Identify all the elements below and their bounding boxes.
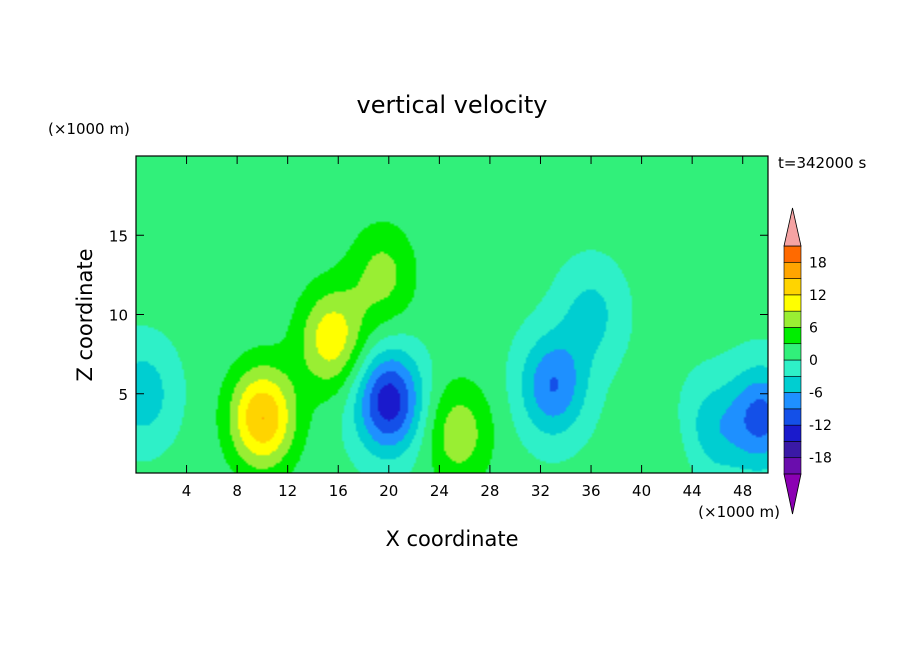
colorbar-tick-label: -6	[809, 386, 823, 402]
colorbar-tick-label: 12	[809, 288, 827, 304]
y-axis-ticks: 5 10 15	[109, 227, 768, 404]
colorbar-over-triangle	[783, 207, 802, 247]
x-tick-label: 4	[182, 482, 192, 500]
colorbar-band	[783, 310, 802, 328]
x-tick-label: 32	[531, 482, 550, 500]
x-tick-label: 8	[232, 482, 242, 500]
colorbar-band	[783, 392, 802, 410]
colorbar-tick-label: 0	[809, 353, 818, 369]
contour-field	[136, 156, 768, 473]
x-unit-label: (×1000 m)	[698, 503, 780, 521]
colorbar-tick-label: -12	[809, 418, 832, 434]
x-tick-label: 48	[733, 482, 752, 500]
x-tick-label: 24	[430, 482, 449, 500]
colorbar-band	[783, 375, 802, 393]
colorbar-tick-label: 6	[809, 320, 818, 336]
y-unit-label: (×1000 m)	[48, 120, 130, 138]
x-tick-label: 12	[278, 482, 297, 500]
x-tick-label: 36	[581, 482, 600, 500]
colorbar-band	[783, 424, 802, 442]
chart-title: vertical velocity	[357, 91, 548, 119]
colorbar-band	[783, 278, 802, 296]
plot-frame	[135, 155, 769, 474]
y-tick-label: 15	[109, 227, 128, 245]
colorbar-band	[783, 408, 802, 426]
x-tick-label: 40	[632, 482, 651, 500]
y-axis-label: Z coordinate	[73, 248, 97, 381]
colorbar-band	[783, 441, 802, 459]
x-axis-ticks: 4 8 12 16 20 24 28 32 36 40 44 48	[182, 156, 752, 500]
colorbar-under-triangle	[783, 473, 802, 515]
y-tick-label: 5	[118, 386, 128, 404]
colorbar-band	[783, 327, 802, 345]
x-tick-label: 28	[480, 482, 499, 500]
colorbar-tick-label: -18	[809, 451, 832, 467]
x-axis-label: X coordinate	[385, 527, 518, 551]
y-tick-label: 10	[109, 307, 128, 325]
x-tick-label: 44	[683, 482, 702, 500]
colorbar-band	[783, 359, 802, 377]
colorbar-band	[783, 457, 802, 475]
time-label: t=342000 s	[778, 154, 866, 172]
colorbar-band	[783, 261, 802, 279]
colorbar: 18 12 6 0 -6 -12 -18	[783, 207, 832, 515]
colorbar-band	[783, 343, 802, 361]
colorbar-band	[783, 245, 802, 263]
colorbar-tick-label: 18	[809, 255, 827, 271]
colorbar-band	[783, 294, 802, 312]
x-tick-label: 20	[379, 482, 398, 500]
x-tick-label: 16	[329, 482, 348, 500]
